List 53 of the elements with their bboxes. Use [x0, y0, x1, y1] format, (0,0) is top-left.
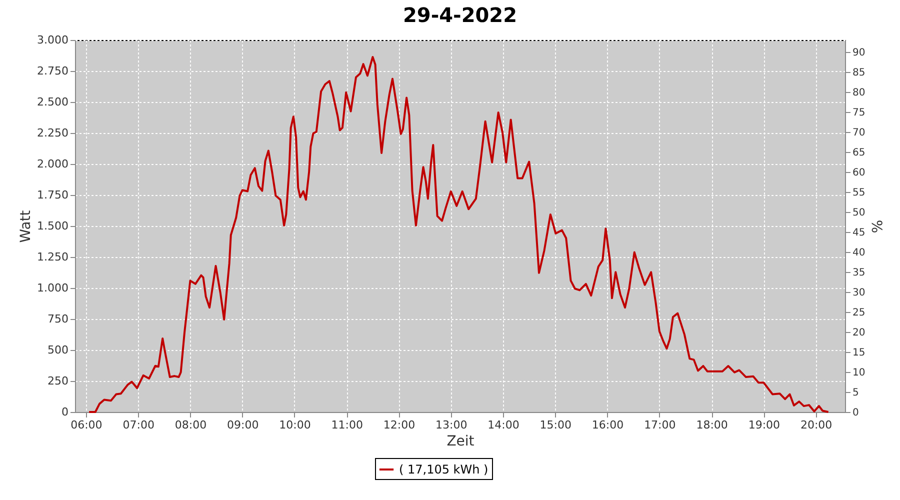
- y2-tick-label: 65: [852, 148, 866, 158]
- x-tick-label: 11:00: [331, 418, 363, 432]
- y-tick-label: 2.000: [37, 158, 68, 170]
- x-tick-label: 19:00: [748, 418, 780, 432]
- x-tick-label: 09:00: [226, 418, 259, 432]
- y-tick-label: 3.000: [37, 34, 68, 46]
- y-tick-label: 2.250: [37, 126, 68, 140]
- y2-tick-label: 0: [852, 408, 859, 418]
- x-axis-title: Zeit: [446, 434, 475, 450]
- x-tick-label: 15:00: [540, 418, 572, 432]
- y2-tick-label: 45: [852, 228, 866, 238]
- y2-axis-title: %: [868, 220, 884, 234]
- y2-tick-label: 20: [852, 328, 866, 338]
- y2-tick-label: 50: [852, 208, 866, 218]
- y2-tick-label: 90: [852, 48, 866, 58]
- y2-tick-label: 25: [852, 308, 866, 318]
- x-tick-label: 06:00: [70, 418, 102, 432]
- y2-tick-label: 35: [852, 268, 866, 278]
- y2-tick-label: 10: [852, 368, 866, 378]
- y2-tick-label: 75: [852, 108, 866, 118]
- y-tick-label: 750: [48, 312, 68, 326]
- y2-tick-label: 15: [852, 348, 866, 358]
- x-tick-label: 07:00: [122, 418, 154, 432]
- x-tick-label: 10:00: [279, 418, 311, 432]
- y-tick-label: 2.500: [37, 96, 68, 108]
- y-tick-label: 1.500: [37, 220, 68, 232]
- y2-tick-label: 60: [852, 168, 866, 178]
- x-tick-label: 12:00: [383, 418, 416, 432]
- y-tick-label: 1.000: [37, 282, 68, 294]
- y-tick-label: 2.750: [37, 64, 68, 78]
- x-tick-label: 20:00: [800, 418, 832, 432]
- y2-tick-label: 30: [852, 288, 866, 298]
- x-tick-label: 16:00: [592, 418, 624, 432]
- y-tick-label: 1.250: [37, 250, 68, 264]
- y2-tick-label: 85: [852, 68, 866, 78]
- y-tick-label: 500: [48, 344, 68, 356]
- y2-tick-label: 55: [852, 188, 866, 198]
- x-tick-label: 17:00: [644, 418, 676, 432]
- x-tick-label: 18:00: [696, 418, 728, 432]
- y-tick-label: 0: [62, 406, 68, 418]
- y-tick-label: 1.750: [37, 188, 68, 202]
- x-tick-label: 08:00: [174, 418, 207, 432]
- y2-tick-label: 80: [852, 88, 866, 98]
- chart-title: 29-4-2022: [402, 3, 518, 27]
- y-axis-title: Watt: [18, 210, 34, 243]
- x-tick-label: 13:00: [436, 418, 468, 432]
- line-series: [88, 56, 830, 413]
- legend-label: ( 17,105 kWh ): [399, 462, 488, 476]
- y2-tick-label: 5: [852, 388, 859, 398]
- y2-tick-label: 40: [852, 248, 866, 258]
- y-tick-label: 250: [48, 374, 68, 388]
- y2-tick-label: 70: [852, 128, 866, 138]
- x-tick-label: 14:00: [488, 418, 520, 432]
